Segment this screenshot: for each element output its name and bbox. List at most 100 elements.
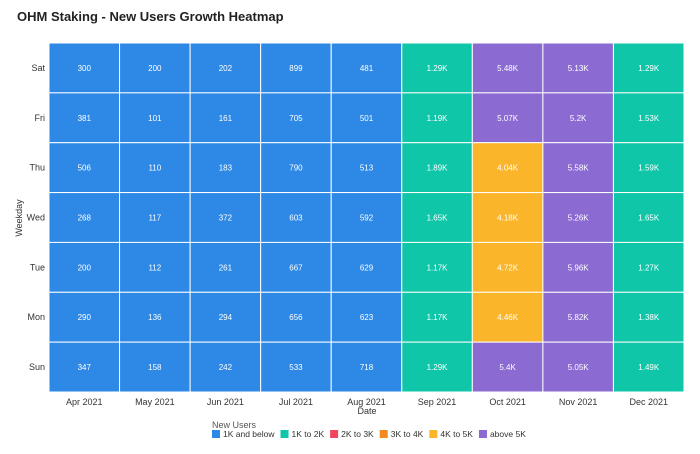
cell-value-label: 5.96K (568, 263, 590, 272)
cell-value-label: 1.49K (638, 363, 660, 372)
x-tick-label: May 2021 (135, 397, 175, 407)
cell-value-label: 110 (148, 164, 161, 173)
cell-value-label: 1.29K (638, 64, 660, 73)
heatmap-cell (260, 291, 332, 343)
heatmap-cell (189, 42, 262, 94)
heatmap-cell (401, 291, 473, 343)
x-tick-label: Oct 2021 (489, 397, 526, 407)
x-tick-label: Jun 2021 (207, 397, 244, 407)
heatmap-cell (542, 42, 614, 94)
legend-swatch (478, 430, 487, 438)
legend-title: New Users (212, 420, 257, 430)
cell-value-label: 4.72K (497, 263, 519, 272)
y-tick-labels: Sat Fri Thu Wed Tue Mon Sun (27, 63, 46, 372)
x-tick-label: Sep 2021 (418, 397, 457, 407)
cell-value-label: 1.17K (427, 313, 449, 322)
heatmap-cell (189, 291, 262, 343)
cell-value-label: 513 (360, 164, 374, 173)
y-tick-label: Sat (31, 63, 45, 73)
cell-value-label: 705 (289, 114, 303, 123)
heatmap-cell (471, 241, 544, 293)
cell-value-label: 481 (360, 64, 374, 73)
cell-value-label: 5.58K (568, 164, 590, 173)
cell-value-label: 101 (148, 114, 162, 123)
heatmap-cell (330, 92, 403, 144)
heatmap-cell (260, 192, 332, 243)
cell-value-label: 347 (78, 363, 92, 372)
x-tick-label: Dec 2021 (629, 397, 668, 407)
heatmap-cell (612, 291, 685, 343)
heatmap-cell (48, 142, 121, 194)
cell-value-label: 158 (148, 363, 162, 372)
cell-value-label: 200 (148, 64, 162, 73)
cell-value-label: 1.29K (427, 64, 449, 73)
cell-value-label: 629 (360, 263, 374, 272)
legend: 1K and below 1K to 2K 2K to 3K 3K to 4K 4K t… (212, 429, 526, 439)
cell-value-label: 718 (360, 363, 374, 372)
cell-value-label: 5.13K (568, 64, 590, 73)
y-tick-label: Wed (27, 213, 45, 223)
heatmap-cell (542, 291, 614, 343)
cell-value-label: 161 (219, 114, 233, 123)
cell-value-label: 372 (219, 214, 233, 223)
x-tick-label: Nov 2021 (559, 397, 598, 407)
heatmap-cell (401, 241, 473, 293)
heatmap-cell (542, 341, 614, 393)
x-tick-label: Apr 2021 (66, 397, 103, 407)
heatmap-cell (260, 142, 332, 194)
heatmap-cell (260, 241, 332, 293)
heatmap-cell (330, 291, 403, 343)
cell-value-label: 5.4K (499, 363, 516, 372)
cell-value-label: 790 (289, 164, 303, 173)
heatmap-cell (48, 42, 121, 94)
y-tick-label: Mon (27, 312, 45, 322)
y-tick-label: Fri (35, 113, 46, 123)
cell-value-label: 623 (360, 313, 374, 322)
x-tick-labels: Apr 2021 May 2021 Jun 2021 Jul 2021 Aug 2021… (66, 397, 668, 407)
cell-value-label: 1.38K (638, 313, 660, 322)
cell-value-label: 1.65K (427, 214, 449, 223)
cell-value-label: 5.05K (568, 363, 590, 372)
heatmap-cell (48, 291, 121, 343)
y-axis-label: Weekday (14, 199, 24, 237)
heatmap-cell (612, 241, 685, 293)
legend-label: 3K to 4K (391, 429, 424, 439)
cell-value-label: 112 (148, 263, 161, 272)
cell-value-label: 899 (289, 64, 303, 73)
cell-value-label: 183 (219, 164, 233, 173)
cell-value-label: 4.18K (497, 214, 519, 223)
heatmap-cell (119, 192, 191, 243)
heatmap-cell (48, 192, 121, 243)
y-tick-label: Tue (30, 262, 45, 272)
heatmap-cell (119, 291, 191, 343)
cell-value-label: 656 (289, 313, 303, 322)
heatmap-cell (612, 92, 685, 144)
cell-value-label: 1.89K (427, 164, 449, 173)
y-tick-label: Sun (29, 362, 45, 372)
heatmap-cell (471, 142, 544, 194)
heatmap-cell (330, 142, 403, 194)
heatmap-cell (330, 341, 403, 393)
legend-swatch (379, 430, 388, 438)
cell-value-label: 294 (219, 313, 233, 322)
heatmap-cell (189, 92, 262, 144)
heatmap-cell (48, 92, 121, 144)
legend-label: 4K to 5K (440, 429, 473, 439)
cell-value-label: 5.26K (568, 214, 590, 223)
cell-value-label: 242 (219, 363, 233, 372)
legend-swatch (212, 430, 220, 438)
heatmap-cell (48, 241, 121, 293)
cell-value-label: 5.82K (568, 313, 590, 322)
heatmap-cell (119, 42, 191, 94)
cell-value-label: 1.53K (638, 114, 660, 123)
x-axis-label: Date (357, 406, 376, 416)
heatmap-cell (612, 192, 685, 243)
cell-value-label: 202 (219, 64, 233, 73)
cell-value-label: 136 (148, 313, 162, 322)
heatmap-cell (189, 241, 262, 293)
cell-value-label: 1.19K (427, 114, 449, 123)
cell-value-label: 533 (289, 363, 303, 372)
heatmap-cell (119, 142, 191, 194)
cell-value-label: 1.27K (638, 263, 660, 272)
